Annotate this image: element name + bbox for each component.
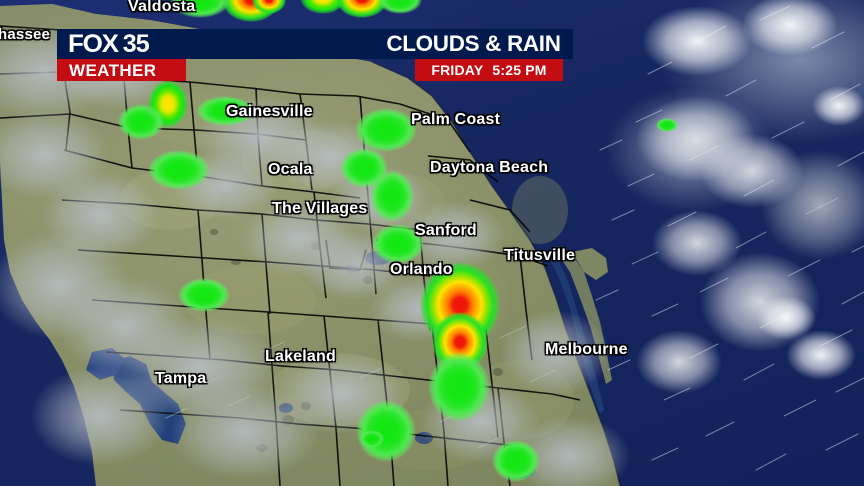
fox-35-logo: FOX 35: [57, 29, 150, 58]
city-label-orlando: Orlando: [390, 261, 453, 278]
city-label-lakeland: Lakeland: [265, 348, 336, 365]
time-text: 5:25 PM: [492, 62, 547, 78]
city-label-hassee: hassee: [0, 26, 51, 43]
city-label-palm-coast: Palm Coast: [411, 111, 501, 128]
station-number-text: 35: [122, 29, 150, 58]
weather-label-text: WEATHER: [69, 60, 157, 80]
day-text: FRIDAY: [431, 62, 484, 78]
banner-bottom-bar: WEATHER FRIDAY 5:25 PM: [57, 59, 573, 81]
station-name-text: FOX: [68, 29, 119, 58]
city-label-gainesville: Gainesville: [226, 103, 313, 120]
city-label-daytona-beach: Daytona Beach: [430, 159, 549, 176]
city-label-tampa: Tampa: [155, 370, 207, 387]
city-label-titusville: Titusville: [504, 247, 576, 264]
city-label-valdosta: Valdosta: [128, 0, 196, 15]
weather-section-tab: WEATHER: [57, 59, 186, 81]
headline-text: CLOUDS & RAIN: [386, 31, 561, 56]
timestamp-tab: FRIDAY 5:25 PM: [415, 59, 563, 81]
city-label-the-villages: The Villages: [272, 200, 368, 217]
banner-top-bar: FOX 35 CLOUDS & RAIN: [57, 29, 573, 59]
city-label-ocala: Ocala: [268, 161, 313, 178]
city-label-sanford: Sanford: [415, 222, 477, 239]
city-label-melbourne: Melbourne: [545, 341, 628, 358]
broadcast-banner: FOX 35 CLOUDS & RAIN WEATHER FRIDAY 5:25…: [57, 29, 573, 81]
